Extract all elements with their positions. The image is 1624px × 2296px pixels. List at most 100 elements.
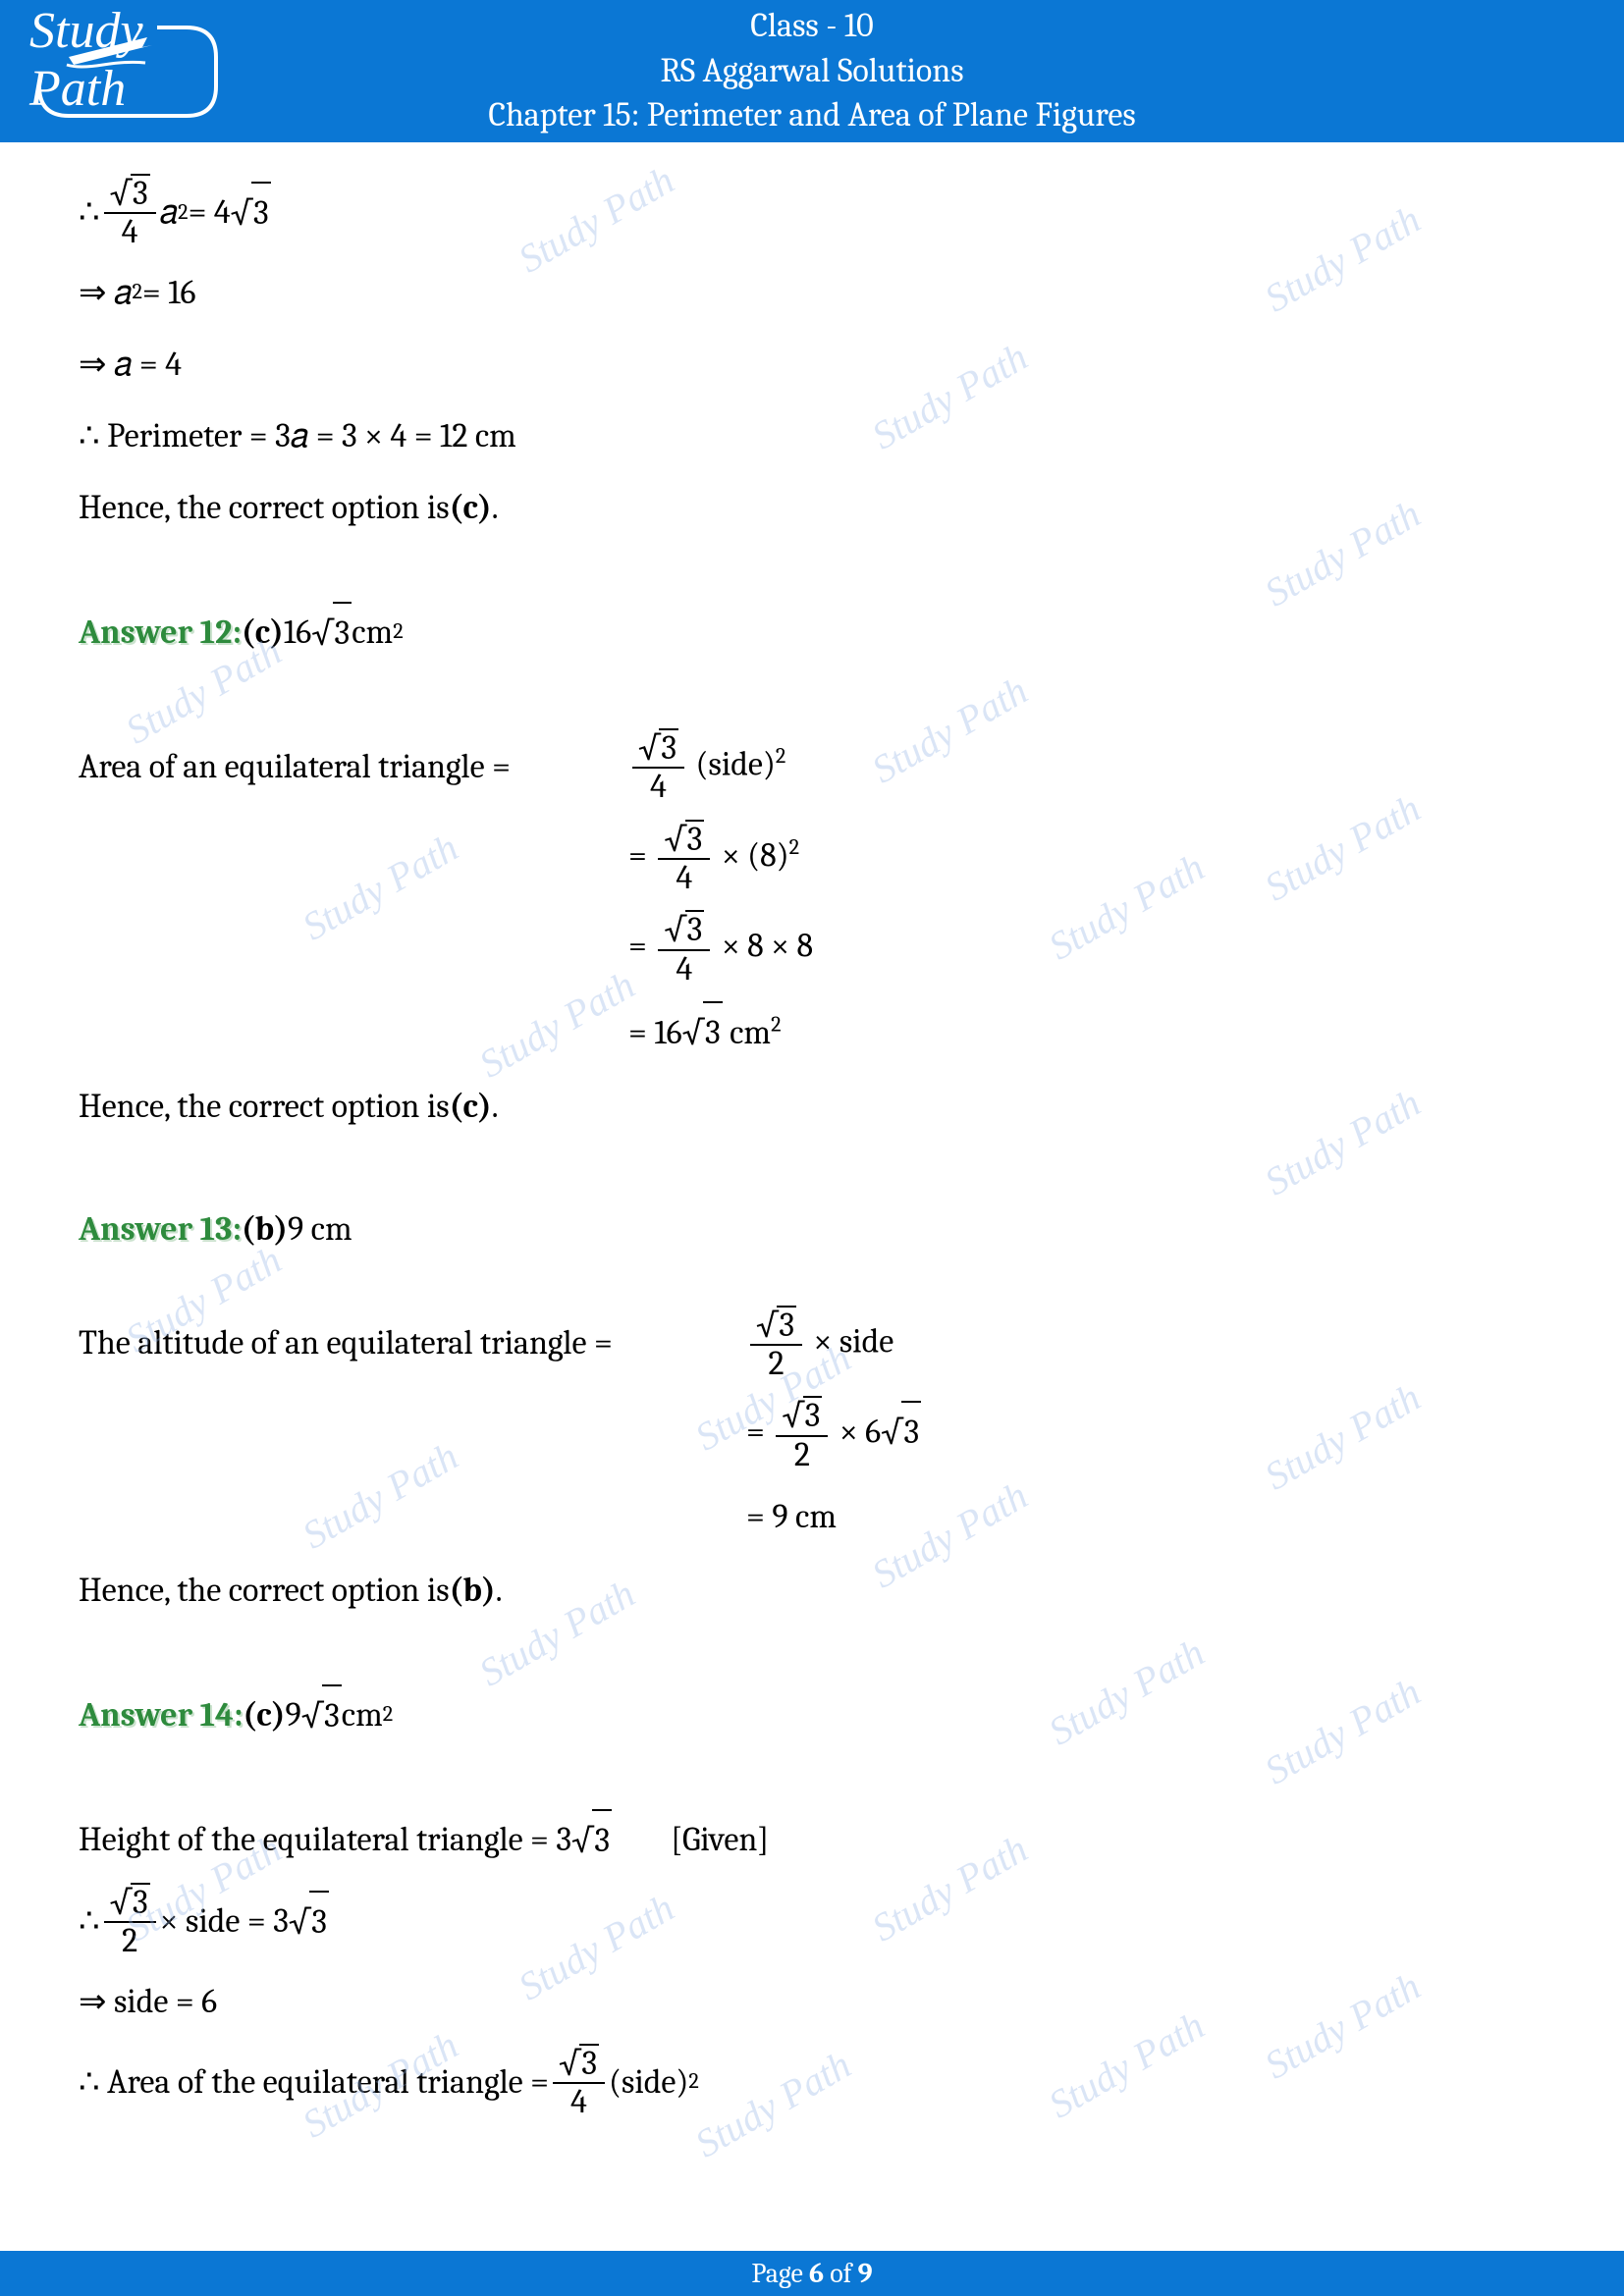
denominator: 4	[670, 860, 698, 896]
sqrt-arg: 3	[901, 1401, 921, 1463]
sqrt-arg: 3	[579, 2044, 599, 2082]
text: .	[492, 478, 499, 538]
option: (c)	[243, 1685, 285, 1745]
text: The altitude of an equilateral triangle …	[79, 1323, 613, 1362]
denominator: 2	[762, 1346, 789, 1382]
text: ⇒ side = 6	[79, 1972, 217, 2032]
header-text: Class - 10 RS Aggarwal Solutions Chapter…	[29, 4, 1595, 139]
conclusion-12: Hence, the correct option is (c).	[79, 1077, 1545, 1137]
answer-label: Answer 12:	[79, 603, 242, 663]
page-header: Study Path Class - 10 RS Aggarwal Soluti…	[0, 0, 1624, 142]
superscript: 2	[178, 193, 188, 233]
superscript: 2	[688, 2062, 698, 2102]
answer-label: Answer 14:	[79, 1685, 243, 1745]
denominator: 4	[644, 769, 673, 805]
text: = 16	[142, 263, 196, 323]
sqrt-arg: 3	[251, 182, 271, 243]
conclusion-13: Hence, the correct option is (b).	[79, 1561, 1545, 1621]
text: = 9 cm	[746, 1487, 837, 1547]
text: of	[824, 2258, 858, 2289]
denominator: 2	[788, 1437, 816, 1473]
text: cm	[723, 1013, 771, 1052]
text: (side)	[609, 2053, 688, 2112]
sqrt-arg: 3	[803, 1396, 823, 1434]
page-number: 6	[809, 2258, 824, 2289]
sqrt-arg: 3	[333, 602, 352, 664]
eq-11-2: ⇒ 𝑎2 = 16	[79, 263, 1545, 323]
text: =	[746, 1413, 772, 1452]
title-line: RS Aggarwal Solutions	[29, 49, 1595, 94]
text: × 8 × 8	[722, 927, 813, 966]
text: ∴	[79, 1892, 100, 1951]
text: 9	[285, 1685, 300, 1745]
text: (side)	[696, 744, 776, 783]
sqrt-arg: 3	[659, 728, 678, 767]
text: Hence, the correct option is	[79, 1561, 450, 1621]
eq-14-4: ∴ Area of the equilateral triangle = 3 4…	[79, 2044, 1545, 2121]
eq-14-3: ⇒ side = 6	[79, 1972, 1545, 2032]
eq-14-1: Height of the equilateral triangle = 33 …	[79, 1809, 1545, 1871]
option: (b)	[450, 1561, 496, 1621]
fraction: 3 4	[104, 174, 156, 251]
text: cm	[342, 1685, 383, 1745]
class-line: Class - 10	[29, 4, 1595, 49]
conclusion-11: Hence, the correct option is (c).	[79, 478, 1545, 538]
text: × side	[814, 1321, 894, 1361]
denominator: 4	[565, 2084, 593, 2120]
text: Hence, the correct option is	[79, 478, 450, 538]
text: .	[492, 1077, 499, 1137]
denominator: 2	[116, 1923, 143, 1959]
eq-11-4: ∴ Perimeter = 3𝑎 = 3 × 4 = 12 cm	[79, 406, 1545, 466]
text: 𝑎	[160, 183, 178, 242]
superscript: 2	[776, 743, 785, 769]
fraction: 3 4	[658, 820, 710, 897]
given-label: [Given]	[671, 1810, 769, 1870]
chapter-line: Chapter 15: Perimeter and Area of Plane …	[29, 93, 1595, 138]
superscript: 2	[789, 834, 799, 860]
answer-12-heading: Answer 12: (c) 163 cm2	[79, 602, 1545, 664]
text: Hence, the correct option is	[79, 1077, 450, 1137]
text: ∴ Perimeter = 3𝑎 = 3 × 4 = 12 cm	[79, 406, 516, 466]
text: ⇒ 𝑎	[79, 263, 132, 323]
text: × 6	[839, 1413, 881, 1452]
superscript: 2	[383, 1695, 393, 1735]
sqrt-arg: 3	[131, 1883, 150, 1921]
fraction: 3 2	[104, 1883, 156, 1960]
superscript: 2	[771, 1012, 781, 1038]
fraction: 3 4	[553, 2044, 605, 2121]
superscript: 2	[132, 273, 141, 312]
text: Area of an equilateral triangle =	[79, 747, 511, 786]
text: .	[496, 1561, 503, 1621]
fraction: 3 2	[750, 1306, 802, 1383]
logo: Study Path	[29, 18, 226, 126]
text: × side = 3	[160, 1892, 289, 1951]
sqrt-arg: 3	[777, 1306, 796, 1344]
sqrt-arg: 3	[703, 1001, 723, 1063]
text: =	[628, 927, 654, 966]
option: (c)	[450, 478, 492, 538]
text: Height of the equilateral triangle = 3	[79, 1810, 571, 1870]
text: = 16	[628, 1013, 682, 1052]
text: ∴ Area of the equilateral triangle =	[79, 2053, 549, 2112]
text: cm	[352, 603, 393, 663]
text: =	[628, 835, 654, 875]
sqrt-arg: 3	[131, 174, 150, 212]
text: × (8)	[722, 835, 789, 875]
denominator: 4	[670, 951, 698, 988]
denominator: 4	[116, 214, 144, 250]
fraction: 3 2	[776, 1396, 828, 1473]
sqrt-arg: 3	[592, 1809, 612, 1871]
answer-13-heading: Answer 13: (b) 9 cm	[79, 1200, 1545, 1259]
fraction: 3 4	[658, 910, 710, 988]
sqrt-arg: 3	[309, 1891, 329, 1952]
answer-label: Answer 13:	[79, 1200, 242, 1259]
superscript: 2	[393, 613, 403, 652]
page-content: ∴ 3 4 𝑎2 = 43 ⇒ 𝑎2 = 16 ⇒ 𝑎 = 4 ∴ Perime…	[0, 142, 1624, 2121]
answer-14-heading: Answer 14: (c) 93 cm2	[79, 1684, 1545, 1746]
text: ∴	[79, 183, 100, 242]
logo-text: Study Path	[29, 2, 226, 118]
text: ⇒ 𝑎 = 4	[79, 335, 182, 395]
sqrt-arg: 3	[322, 1684, 342, 1746]
sqrt-arg: 3	[685, 910, 705, 948]
option: (b)	[242, 1200, 288, 1259]
